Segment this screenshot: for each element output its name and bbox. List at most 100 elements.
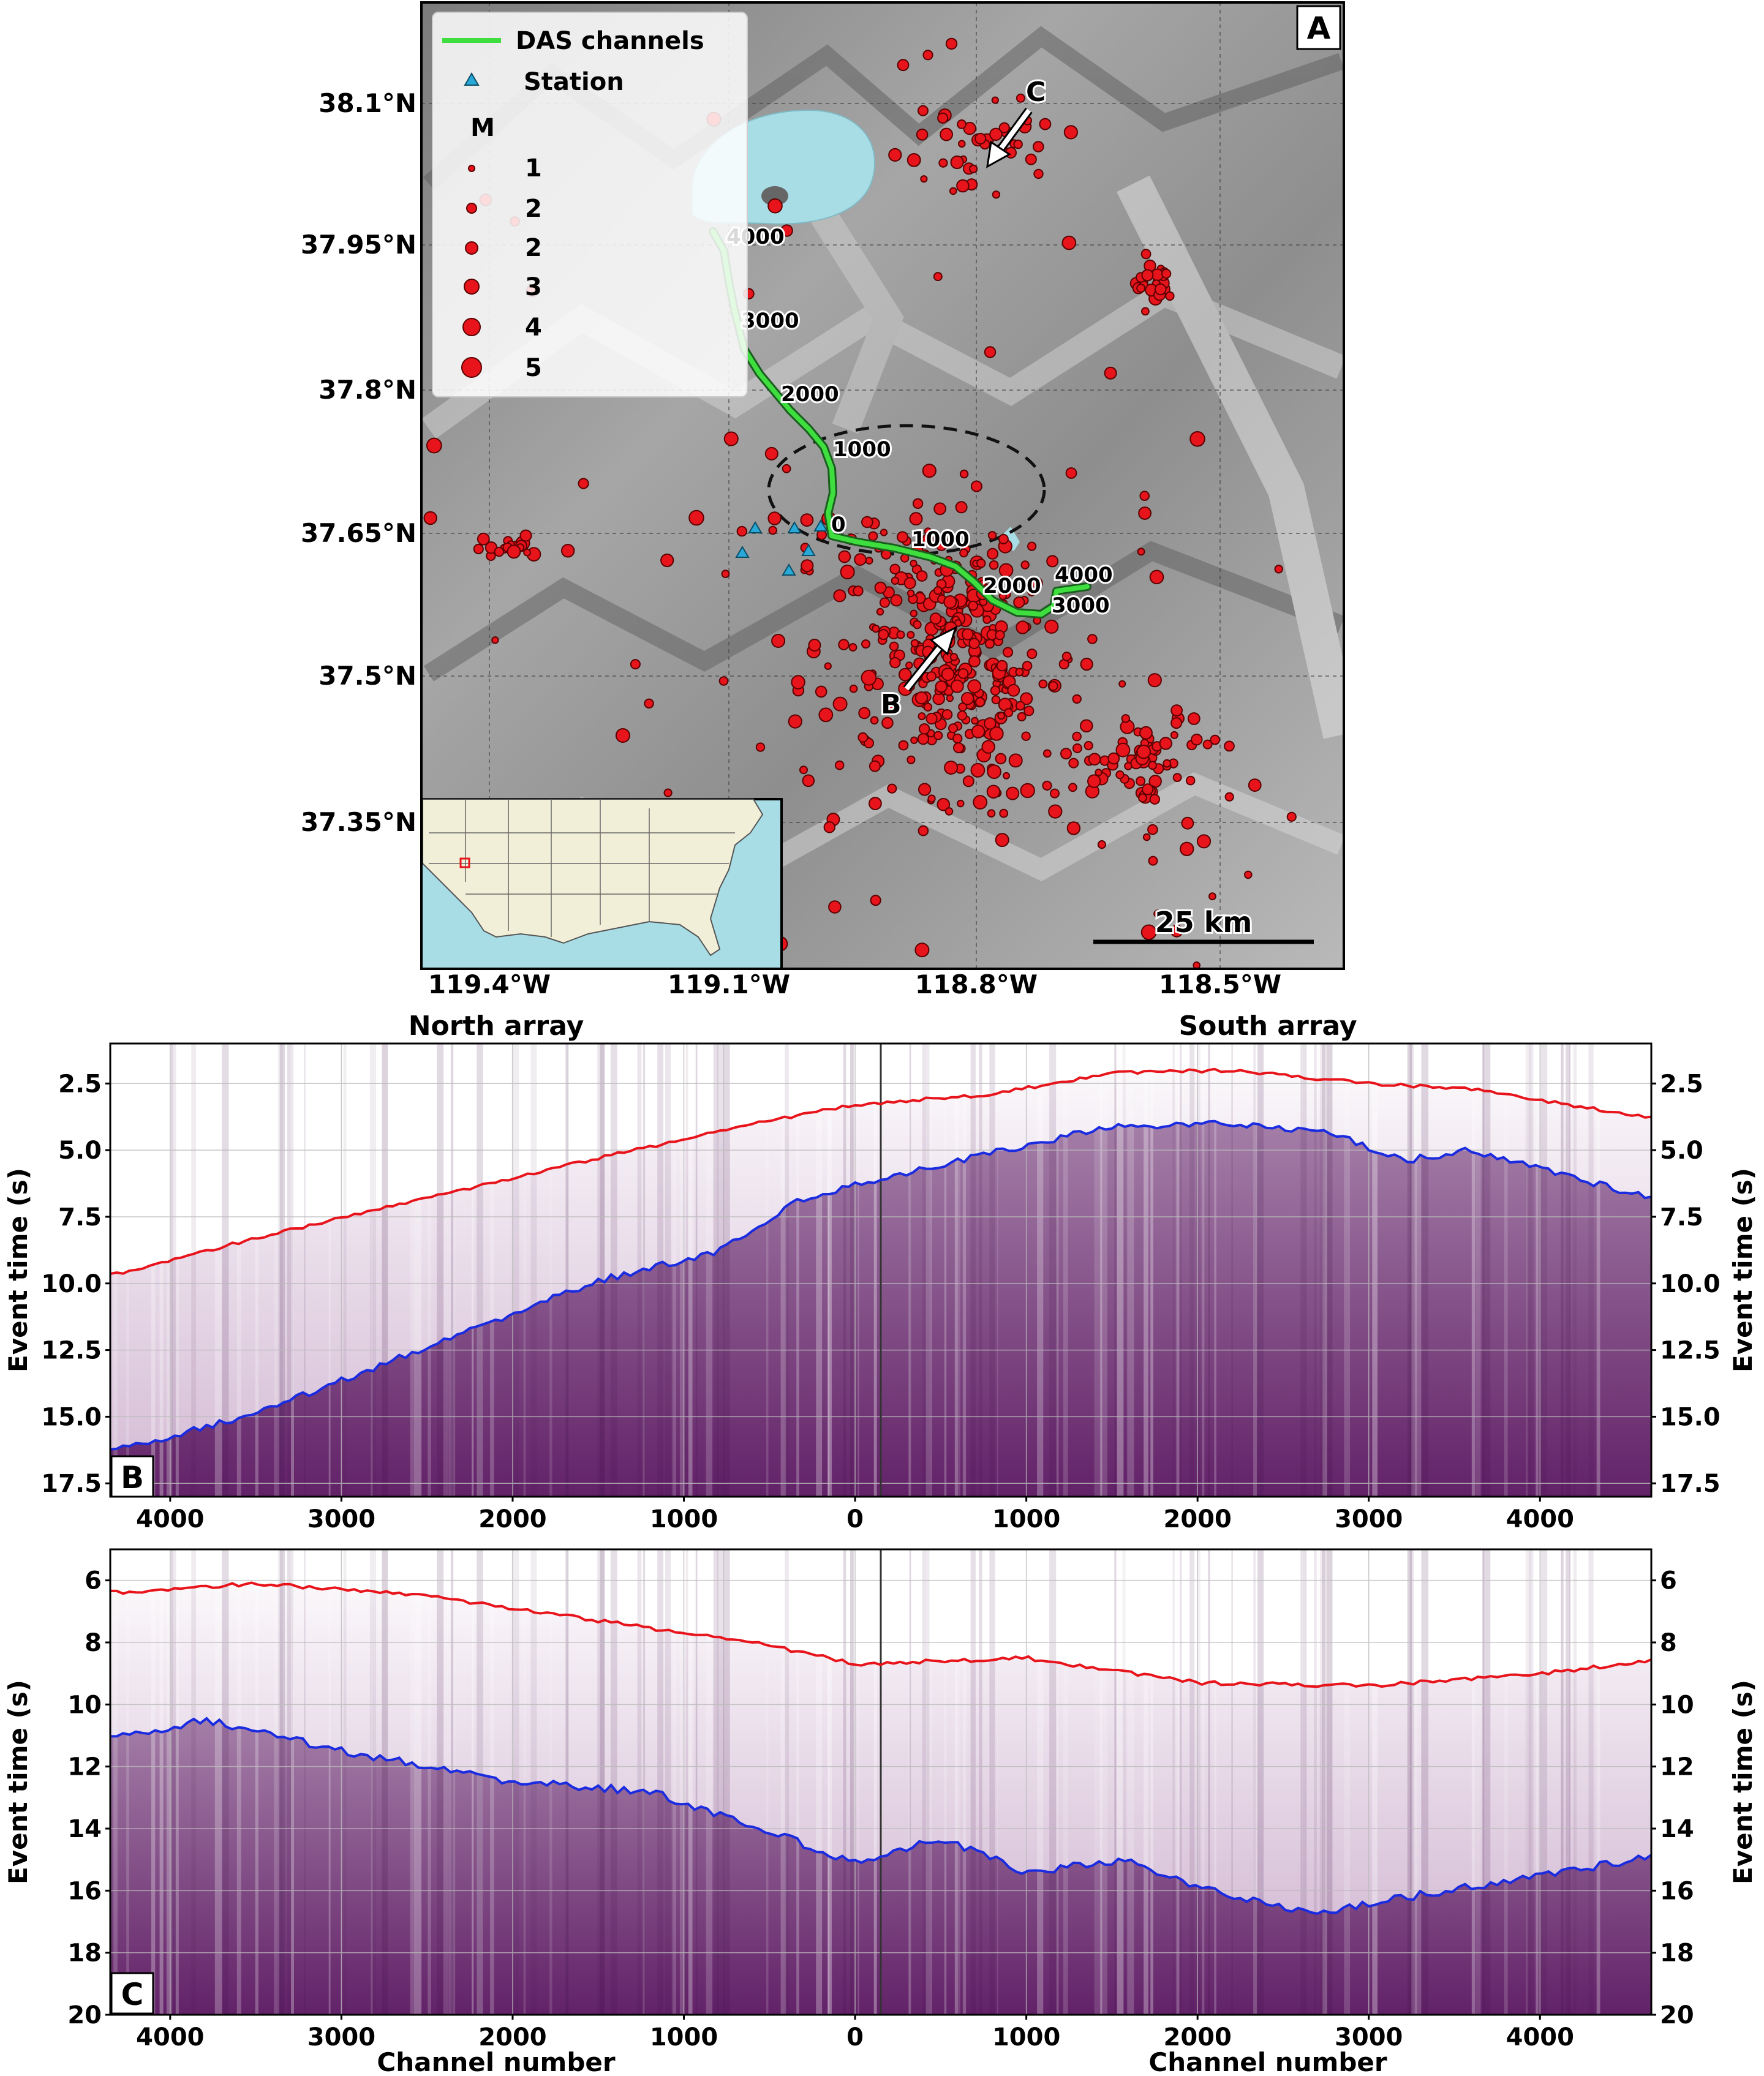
- earthquake-marker: [578, 478, 589, 489]
- y-tick-label: 17.5: [1660, 1470, 1721, 1498]
- trace-stripe: [672, 1044, 677, 1497]
- earthquake-marker: [800, 513, 814, 527]
- trace-stripe: [1037, 1549, 1044, 2015]
- earthquake-marker: [969, 164, 978, 173]
- earthquake-marker: [1061, 235, 1077, 250]
- trace-stripe: [1253, 1044, 1256, 1497]
- earthquake-marker: [987, 809, 996, 818]
- earthquake-marker: [949, 653, 959, 661]
- earthquake-marker: [1202, 739, 1213, 750]
- earthquake-marker: [782, 464, 791, 473]
- trace-stripe: [1411, 1044, 1417, 1497]
- earthquake-marker: [1025, 153, 1037, 165]
- earthquake-marker: [1008, 753, 1023, 768]
- south-array-title: South array: [1178, 1010, 1357, 1042]
- trace-stripe: [1150, 1549, 1153, 2015]
- earthquake-marker: [663, 788, 673, 797]
- p-arrival-curve-c: [110, 1581, 1651, 1688]
- panel-b-label: B: [121, 1460, 144, 1495]
- earthquake-marker: [922, 464, 937, 478]
- panel-c-label: C: [121, 1977, 144, 2012]
- earthquake-marker: [1033, 168, 1044, 179]
- earthquake-marker: [957, 799, 965, 808]
- earthquake-marker: [907, 589, 915, 598]
- trace-stripe: [597, 1044, 605, 1497]
- trace-stripe: [643, 1549, 645, 2015]
- earthquake-marker: [920, 175, 928, 183]
- trace-stripe: [1504, 1044, 1508, 1497]
- panel-a-map: 4000 3000 2000 1000 0 1000 2000 3000 400…: [301, 1, 1345, 1014]
- earthquake-marker: [914, 691, 929, 705]
- trace-stripe: [1483, 1549, 1491, 2015]
- earthquake-marker: [997, 712, 1006, 720]
- earthquake-marker: [1066, 821, 1081, 835]
- earthquake-marker: [1142, 783, 1154, 795]
- trace-stripe: [170, 1044, 176, 1497]
- legend-mag-4: [462, 318, 481, 336]
- trace-stripe: [1100, 1044, 1107, 1497]
- earthquake-marker: [1042, 749, 1052, 758]
- earthquake-marker: [976, 558, 986, 568]
- trace-stripe: [679, 1044, 685, 1497]
- trace-stripe: [382, 1549, 388, 2015]
- trace-stripe: [1322, 1549, 1324, 2015]
- trace-stripe: [443, 1549, 449, 2015]
- earthquake-marker: [962, 775, 974, 788]
- earthquake-marker: [1088, 753, 1101, 765]
- earthquake-marker: [1115, 1001, 1129, 1014]
- trace-stripe: [410, 1549, 415, 2015]
- earthquake-marker: [914, 942, 930, 958]
- trace-stripe: [1127, 1044, 1134, 1497]
- earthquake-marker: [1115, 742, 1131, 758]
- trace-stripe: [414, 1549, 422, 2015]
- earthquake-marker: [962, 628, 974, 641]
- earthquake-marker: [889, 563, 900, 574]
- trace-stripe: [1561, 1549, 1564, 2015]
- trace-stripe: [925, 1044, 932, 1497]
- earthquake-marker: [925, 712, 938, 725]
- trace-stripe: [477, 1044, 483, 1497]
- trace-stripe: [490, 1044, 494, 1497]
- north-channel-label: 0: [831, 513, 846, 537]
- earthquake-marker: [987, 531, 997, 540]
- south-channel-label: 3000: [1052, 593, 1110, 618]
- trace-stripe: [274, 1044, 279, 1497]
- earthquake-marker: [861, 639, 870, 649]
- earthquake-marker: [1244, 870, 1253, 879]
- earthquake-marker: [799, 765, 808, 775]
- earthquake-marker: [1136, 745, 1152, 759]
- earthquake-marker: [957, 668, 969, 679]
- earthquake-marker: [853, 585, 864, 596]
- legend-mag-label: 2: [525, 195, 542, 223]
- earthquake-marker: [890, 594, 903, 607]
- trace-stripe: [1411, 1549, 1417, 2015]
- earthquake-marker: [1020, 560, 1030, 570]
- earthquake-marker: [1147, 824, 1158, 835]
- y-tick-label: 18: [67, 1939, 102, 1968]
- x-tick-label: 0: [846, 2023, 864, 2052]
- y-tick-label: 17.5: [41, 1470, 102, 1498]
- trace-stripe: [343, 1044, 347, 1497]
- trace-stripe: [858, 1549, 859, 2015]
- earthquake-marker: [615, 728, 630, 743]
- y-tick-label: 16: [1660, 1877, 1694, 1905]
- earthquake-marker: [1274, 565, 1283, 574]
- earthquake-marker: [943, 595, 957, 609]
- trace-stripe: [958, 1044, 960, 1497]
- earthquake-marker: [918, 783, 932, 796]
- trace-stripe: [1189, 1549, 1195, 2015]
- earthquake-marker: [897, 531, 908, 543]
- earthquake-marker: [1196, 834, 1212, 849]
- earthquake-marker: [880, 528, 888, 536]
- trace-stripe: [873, 1549, 877, 2015]
- lat-tick-label: 37.95°N: [301, 230, 417, 260]
- trace-stripe: [1202, 1549, 1205, 2015]
- earthquake-marker: [1072, 694, 1082, 704]
- earthquake-marker: [995, 753, 1007, 765]
- trace-stripe: [1099, 1044, 1102, 1497]
- trace-stripe: [1202, 1044, 1205, 1497]
- earthquake-marker: [1248, 778, 1262, 792]
- earthquake-marker: [828, 900, 842, 914]
- panel-b-section: North array South array B Event time (s)…: [3, 1010, 1758, 1533]
- trace-stripe: [1526, 1549, 1528, 2015]
